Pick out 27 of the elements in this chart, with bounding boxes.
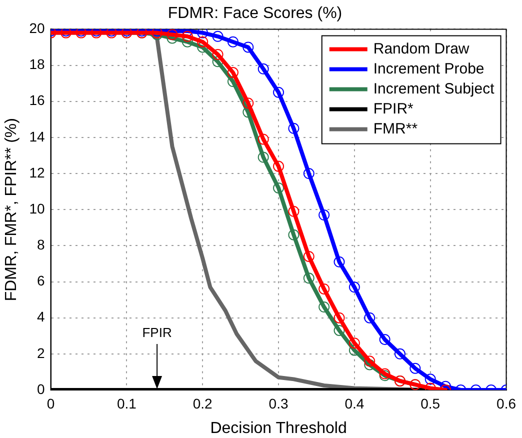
x-tick-label: 0.1 [116,395,137,412]
annotation: FPIR [142,325,172,340]
legend-label: Increment Subject [373,80,496,98]
x-tick-label: 0 [46,395,55,412]
y-tick-label: 8 [36,236,45,253]
x-tick-label: 0.2 [192,395,213,412]
x-axis-title: Decision Threshold [210,420,347,437]
legend-label: FMR** [373,120,418,138]
y-axis-title: FDMR, FMR*, FPIR** (%) [3,118,20,302]
x-tick-label: 0.3 [268,395,288,412]
y-tick-label: 12 [29,164,45,180]
y-tick-label: 10 [29,200,45,216]
y-tick-label: 16 [29,92,45,108]
y-tick-label: 18 [29,56,45,72]
y-tick-label: 0 [36,380,45,397]
x-tick-label: 0.6 [496,395,516,412]
y-tick-label: 6 [36,272,45,289]
y-tick-label: 2 [36,344,45,361]
legend-label: FPIR* [373,100,414,118]
legend-label: Random Draw [373,40,470,58]
y-tick-label: 14 [29,128,45,144]
y-tick-label: 20 [29,20,45,36]
chart-title: FDMR: Face Scores (%) [168,5,342,22]
y-tick-label: 4 [36,308,45,325]
x-tick-label: 0.4 [344,395,364,412]
legend-label: Increment Probe [373,60,484,78]
x-tick-label: 0.5 [420,395,440,412]
